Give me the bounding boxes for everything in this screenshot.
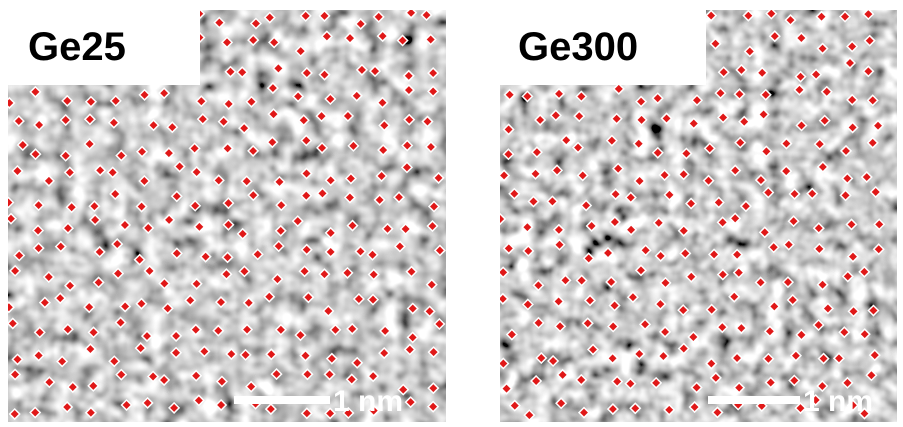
panel-label: Ge25 — [28, 25, 126, 69]
scale-bar — [708, 396, 800, 404]
image-panel: Ge300 1 nm — [490, 0, 897, 422]
scale-bar-label: 1 nm — [333, 385, 403, 418]
scale-bar — [234, 396, 330, 404]
image-panel: Ge25 1 nm — [0, 0, 446, 422]
scale-bar-label: 1 nm — [803, 385, 873, 418]
figure: Ge25 1 nm Ge300 1 nm — [0, 0, 903, 427]
panel-label: Ge300 — [518, 25, 638, 69]
